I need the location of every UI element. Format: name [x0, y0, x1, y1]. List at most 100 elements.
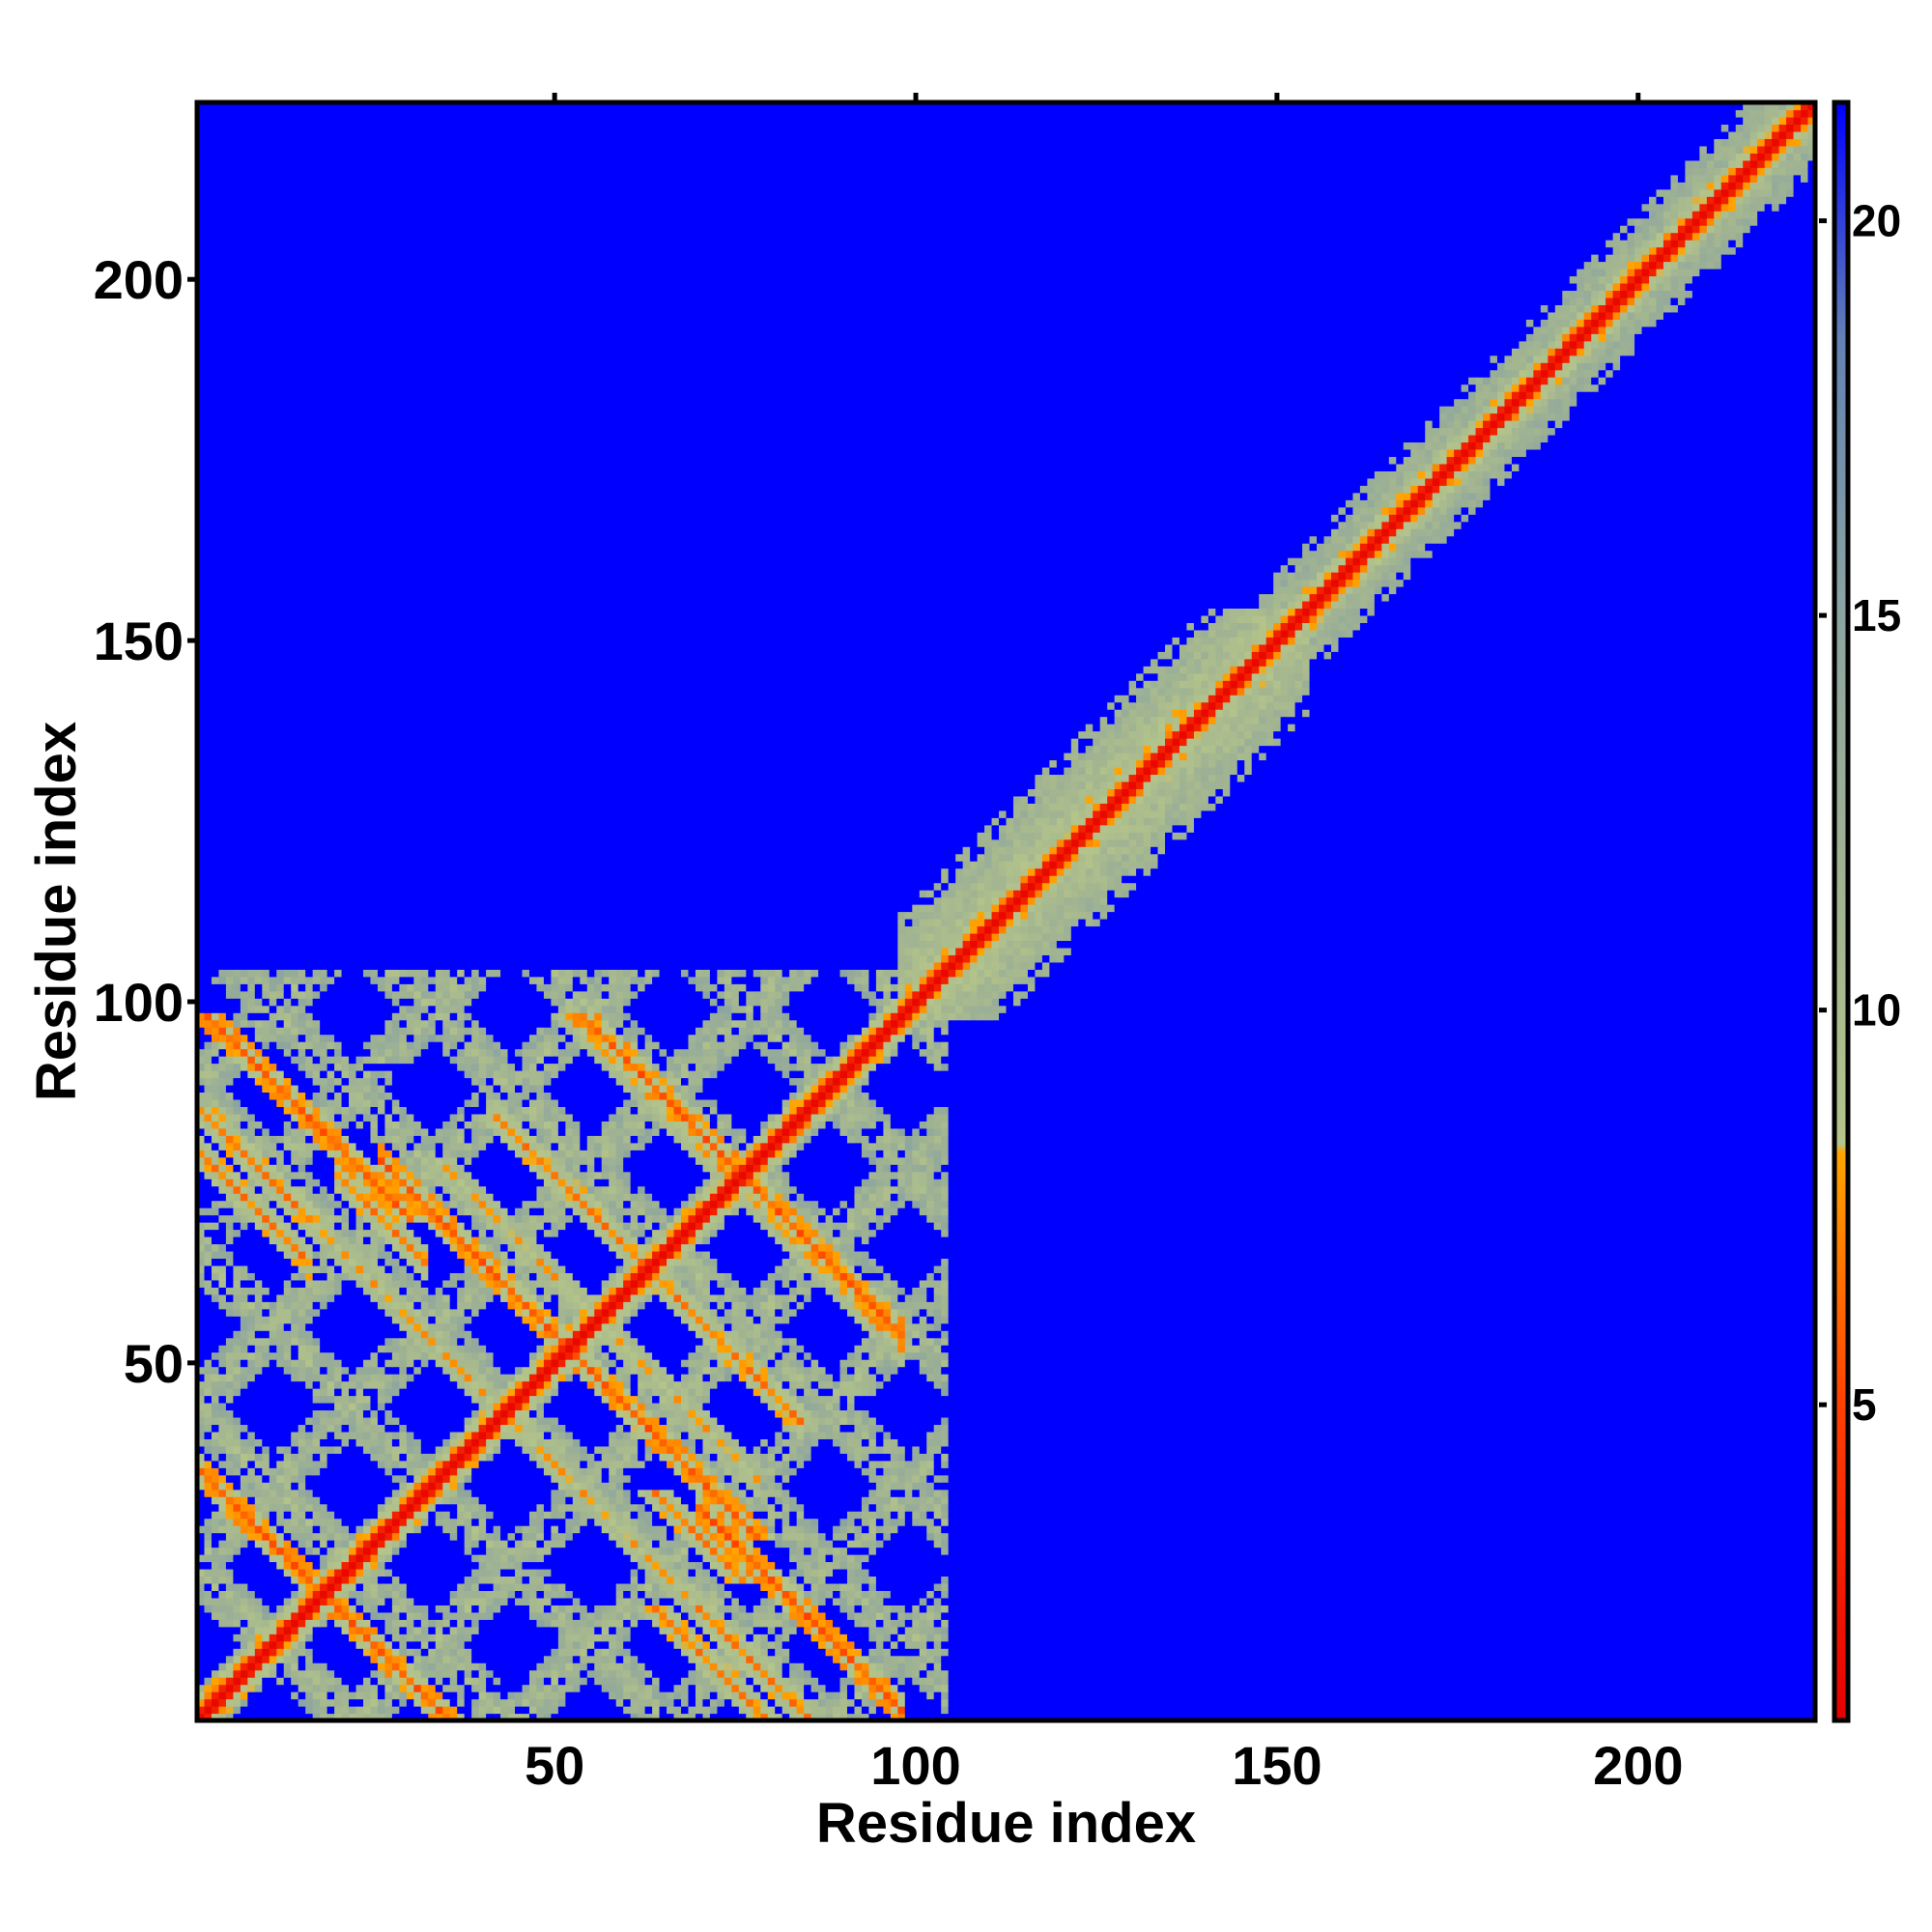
- heatmap-cell: [349, 1409, 357, 1418]
- heatmap-cell: [941, 1547, 950, 1555]
- heatmap-cell: [262, 1438, 292, 1447]
- heatmap-cell: [406, 1453, 414, 1462]
- heatmap-cell: [572, 1445, 581, 1454]
- heatmap-cell: [420, 1474, 429, 1483]
- heatmap-cell: [753, 1691, 761, 1700]
- heatmap-cell: [457, 1467, 466, 1476]
- heatmap-cell: [355, 1264, 364, 1273]
- heatmap-cell: [854, 1316, 863, 1324]
- heatmap-cell: [760, 1337, 769, 1346]
- heatmap-cell: [298, 1330, 306, 1339]
- heatmap-cell: [717, 1691, 725, 1700]
- heatmap-cell: [919, 1293, 927, 1302]
- heatmap-cell: [528, 1669, 538, 1678]
- heatmap-cell: [861, 1691, 870, 1700]
- heatmap-cell: [681, 1301, 690, 1310]
- heatmap-cell: [839, 1518, 848, 1526]
- heatmap-cell: [283, 1345, 292, 1353]
- heatmap-cell: [269, 1554, 277, 1563]
- heatmap-cell: [478, 1698, 487, 1707]
- heatmap-cell: [522, 1554, 530, 1563]
- heatmap-cell: [327, 1576, 335, 1584]
- heatmap-cell: [204, 1467, 213, 1476]
- heatmap-cell: [457, 1648, 466, 1657]
- heatmap-cell: [478, 1380, 487, 1389]
- heatmap-cell: [370, 1293, 379, 1302]
- heatmap-cell: [391, 1582, 400, 1591]
- heatmap-cell: [291, 1301, 299, 1310]
- heatmap-cell: [399, 1272, 408, 1281]
- heatmap-cell: [609, 1648, 617, 1657]
- heatmap-cell: [926, 1322, 935, 1331]
- heatmap-cell: [305, 1568, 314, 1577]
- heatmap-cell: [515, 1691, 524, 1700]
- heatmap-cell: [391, 1293, 400, 1302]
- heatmap-cell: [767, 1496, 776, 1505]
- heatmap-cell: [688, 1431, 696, 1439]
- heatmap-cell: [435, 1345, 443, 1353]
- heatmap-cell: [609, 1345, 617, 1353]
- heatmap-cell: [702, 1287, 711, 1295]
- heatmap-cell: [233, 1287, 242, 1295]
- heatmap-cell: [478, 1626, 559, 1634]
- heatmap-cell: [515, 1395, 524, 1404]
- heatmap-cell: [868, 1496, 877, 1505]
- heatmap-cell: [594, 1316, 603, 1324]
- heatmap-cell: [211, 1605, 220, 1613]
- heatmap-cell: [615, 1605, 624, 1613]
- heatmap-cell: [211, 1547, 220, 1555]
- heatmap-cell: [652, 1554, 661, 1563]
- heatmap-cell: [652, 1611, 661, 1620]
- heatmap-cell: [449, 1301, 458, 1310]
- heatmap-cell: [781, 1301, 790, 1310]
- heatmap-cell: [291, 1351, 299, 1360]
- heatmap-cell: [731, 1597, 740, 1605]
- heatmap-cell: [327, 1611, 335, 1620]
- heatmap-cell: [334, 1374, 343, 1382]
- heatmap-cell: [781, 1677, 790, 1686]
- heatmap-cell: [543, 1388, 553, 1397]
- heatmap-cell: [435, 1706, 443, 1715]
- heatmap-cell: [731, 1496, 740, 1505]
- heatmap-cell: [391, 1345, 400, 1353]
- heatmap-cell: [638, 1554, 646, 1563]
- heatmap-cell: [868, 1366, 877, 1375]
- heatmap-cell: [933, 1648, 942, 1657]
- heatmap-cell: [746, 1518, 754, 1526]
- heatmap-cell: [413, 1626, 422, 1634]
- heatmap-cell: [218, 1611, 227, 1620]
- heatmap-cell: [702, 1669, 711, 1678]
- heatmap-cell: [883, 1706, 892, 1715]
- heatmap-cell: [818, 1388, 834, 1397]
- heatmap-cell: [370, 1684, 379, 1692]
- heatmap-cell: [875, 1366, 884, 1375]
- heatmap-cell: [197, 1655, 227, 1663]
- heatmap-cell: [204, 1605, 213, 1613]
- heatmap-cell: [471, 1453, 480, 1462]
- heatmap-cell: [211, 1258, 227, 1266]
- heatmap-cell: [702, 1482, 711, 1491]
- heatmap-cell: [435, 1293, 443, 1302]
- heatmap-cell: [897, 1438, 927, 1447]
- heatmap-cell: [435, 1337, 443, 1346]
- heatmap-cell: [211, 1438, 220, 1447]
- heatmap-cell: [904, 1698, 942, 1707]
- heatmap-cell: [247, 1366, 256, 1375]
- heatmap-cell: [919, 1640, 927, 1649]
- heatmap-cell: [225, 1460, 234, 1468]
- heatmap-cell: [709, 1388, 754, 1397]
- heatmap-cell: [695, 1308, 704, 1317]
- heatmap-cell: [536, 1547, 545, 1555]
- heatmap-cell: [211, 1677, 220, 1686]
- heatmap-cell: [528, 1691, 538, 1700]
- heatmap-cell: [211, 1511, 220, 1520]
- heatmap-cell: [775, 1662, 783, 1671]
- heatmap-cell: [890, 1351, 898, 1360]
- heatmap-cell: [391, 1431, 400, 1439]
- heatmap-cell: [890, 1626, 898, 1634]
- heatmap-cell: [781, 1409, 790, 1418]
- heatmap-cell: [298, 1345, 306, 1353]
- heatmap-cell: [420, 1308, 429, 1317]
- heatmap-cell: [320, 1576, 328, 1584]
- heatmap-cell: [731, 1345, 740, 1353]
